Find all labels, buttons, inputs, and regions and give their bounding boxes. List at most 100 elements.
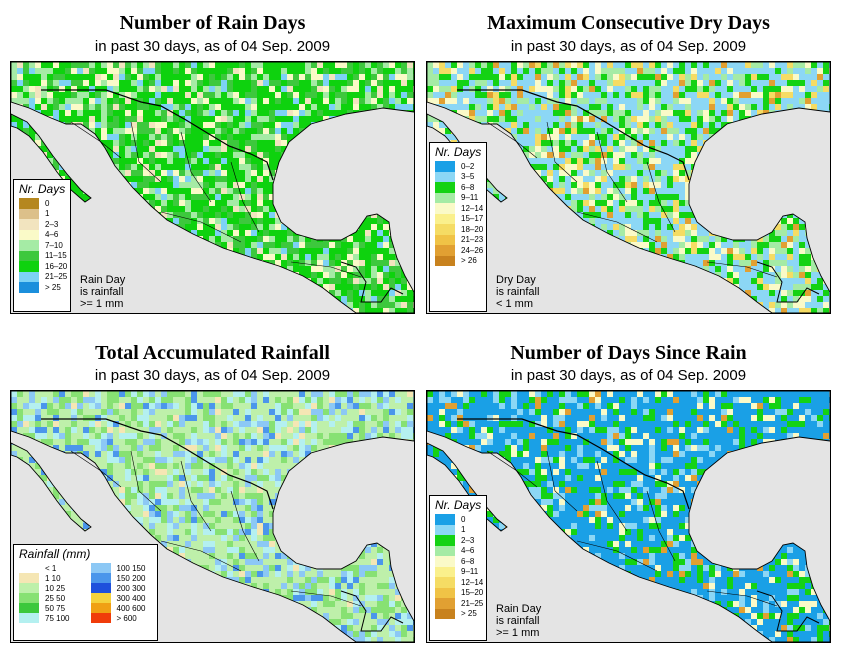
legend-label: 75 100 bbox=[45, 613, 70, 623]
legend-item: 16–20 bbox=[14, 261, 70, 272]
legend-item: 0 bbox=[14, 198, 70, 209]
legend-label: 2–3 bbox=[461, 535, 475, 545]
legend-item: 4–6 bbox=[430, 545, 486, 556]
legend-item: 400 600 bbox=[86, 603, 158, 613]
panel-title: Number of Rain Days bbox=[119, 12, 306, 34]
legend-swatch bbox=[435, 577, 455, 588]
legend-item: 1 bbox=[430, 524, 486, 535]
legend-label: 300 400 bbox=[116, 593, 146, 603]
map-canvas bbox=[427, 62, 830, 313]
panel-title: Total Accumulated Rainfall bbox=[95, 342, 330, 364]
legend-label: 1 bbox=[45, 209, 50, 219]
panel-title: Number of Days Since Rain bbox=[510, 342, 747, 364]
legend-label: 1 10 bbox=[45, 573, 61, 583]
boundary-lines bbox=[11, 391, 414, 642]
legend-label: 200 300 bbox=[116, 583, 146, 593]
legend-swatch bbox=[19, 593, 39, 603]
legend-items: 0–2 3–5 6–8 9–11 12–14 15–17 18–20 21–23 24–26 > … bbox=[430, 161, 486, 266]
legend-label: 100 150 bbox=[116, 563, 146, 573]
legend-item: 200 300 bbox=[86, 583, 158, 593]
boundary-lines bbox=[427, 391, 830, 642]
legend-label: > 26 bbox=[461, 256, 477, 266]
legend-item: 12–14 bbox=[430, 203, 486, 214]
legend-item: < 1 bbox=[14, 563, 86, 573]
legend-title: Nr. Days bbox=[19, 182, 66, 196]
note-line: < 1 mm bbox=[496, 298, 533, 310]
panel-title: Maximum Consecutive Dry Days bbox=[487, 12, 770, 34]
legend-label: 16–20 bbox=[45, 261, 68, 271]
legend-item: 1 10 bbox=[14, 573, 86, 583]
legend-item: 300 400 bbox=[86, 593, 158, 603]
legend-item: 25 50 bbox=[14, 593, 86, 603]
legend-label: 9–11 bbox=[461, 193, 479, 203]
legend-swatch bbox=[19, 573, 39, 583]
legend-item: 0 bbox=[430, 514, 486, 525]
legend-title: Nr. Days bbox=[435, 498, 482, 512]
legend-label: 0–2 bbox=[461, 161, 475, 171]
legend-swatch bbox=[19, 271, 39, 282]
legend-item: 21–25 bbox=[430, 598, 486, 609]
legend-item: 0–2 bbox=[430, 161, 486, 172]
panel-subtitle: in past 30 days, as of 04 Sep. 2009 bbox=[510, 38, 747, 55]
legend-swatch bbox=[435, 514, 455, 525]
boundary-lines bbox=[11, 62, 414, 313]
legend-label: 21–25 bbox=[45, 272, 68, 282]
map-days-since-rain: Nr. Days 0 1 2–3 4–6 6–8 9–11 12–14 15–20 21–25 >… bbox=[426, 390, 831, 643]
legend-item: 24–26 bbox=[430, 245, 486, 256]
legend-swatch bbox=[435, 192, 455, 203]
legend-item: 12–14 bbox=[430, 577, 486, 588]
legend-label: 18–20 bbox=[461, 224, 484, 234]
legend-item: 3–5 bbox=[430, 171, 486, 182]
legend-item: 4–6 bbox=[14, 229, 70, 240]
legend-swatch bbox=[435, 535, 455, 546]
legend-item: 21–23 bbox=[430, 234, 486, 245]
legend-item: 9–11 bbox=[430, 192, 486, 203]
legend-item: > 600 bbox=[86, 613, 158, 623]
legend-label: 0 bbox=[461, 514, 466, 524]
legend-swatch bbox=[90, 593, 111, 603]
legend-label: 15–17 bbox=[461, 214, 484, 224]
legend-swatch bbox=[435, 598, 455, 609]
legend-swatch bbox=[435, 224, 455, 235]
legend-swatch bbox=[435, 608, 455, 619]
legend-label: > 25 bbox=[45, 282, 61, 292]
legend-item: 10 25 bbox=[14, 583, 86, 593]
legend-swatch bbox=[435, 255, 455, 266]
legend-item: > 26 bbox=[430, 255, 486, 266]
panel-subtitle: in past 30 days, as of 04 Sep. 2009 bbox=[94, 367, 331, 384]
legend-item: 18–20 bbox=[430, 224, 486, 235]
legend-title: Rainfall (mm) bbox=[19, 547, 91, 561]
legend-item: 100 150 bbox=[86, 563, 158, 573]
legend-items: 0 1 2–3 4–6 7–10 11–15 16–20 21–25 > 25 bbox=[14, 198, 70, 293]
legend-label: 7–10 bbox=[45, 240, 63, 250]
legend-label: 21–25 bbox=[461, 598, 484, 608]
land-data-field bbox=[427, 62, 830, 313]
legend-label: 4–6 bbox=[461, 546, 475, 556]
legend-swatch bbox=[435, 234, 455, 245]
panel-subtitle: in past 30 days, as of 04 Sep. 2009 bbox=[94, 38, 331, 55]
legend-swatch bbox=[435, 245, 455, 256]
note-line: >= 1 mm bbox=[496, 627, 540, 639]
legend-label: 15–20 bbox=[461, 588, 484, 598]
legend: Nr. Days 0 1 2–3 4–6 7–10 11–15 16–20 21–25 > 25 bbox=[13, 179, 71, 312]
legend-swatch bbox=[435, 587, 455, 598]
legend-items: 0 1 2–3 4–6 6–8 9–11 12–14 15–20 21–25 > 25 bbox=[430, 514, 486, 619]
legend-swatch bbox=[19, 261, 39, 272]
note-line: Rain Day bbox=[80, 274, 126, 286]
legend-item: 21–25 bbox=[14, 271, 70, 282]
legend-swatch bbox=[90, 583, 111, 593]
legend: Nr. Days 0–2 3–5 6–8 9–11 12–14 15–17 18–20 21–… bbox=[429, 142, 487, 312]
panel-subtitle: in past 30 days, as of 04 Sep. 2009 bbox=[510, 367, 747, 384]
legend-item: 150 200 bbox=[86, 573, 158, 583]
legend-label: 6–8 bbox=[461, 556, 475, 566]
legend-item: 11–15 bbox=[14, 250, 70, 261]
map-canvas bbox=[427, 391, 830, 642]
legend-label: 3–5 bbox=[461, 172, 475, 182]
legend-item: > 25 bbox=[14, 282, 70, 293]
legend-item: 7–10 bbox=[14, 240, 70, 251]
legend-swatch bbox=[19, 198, 39, 209]
